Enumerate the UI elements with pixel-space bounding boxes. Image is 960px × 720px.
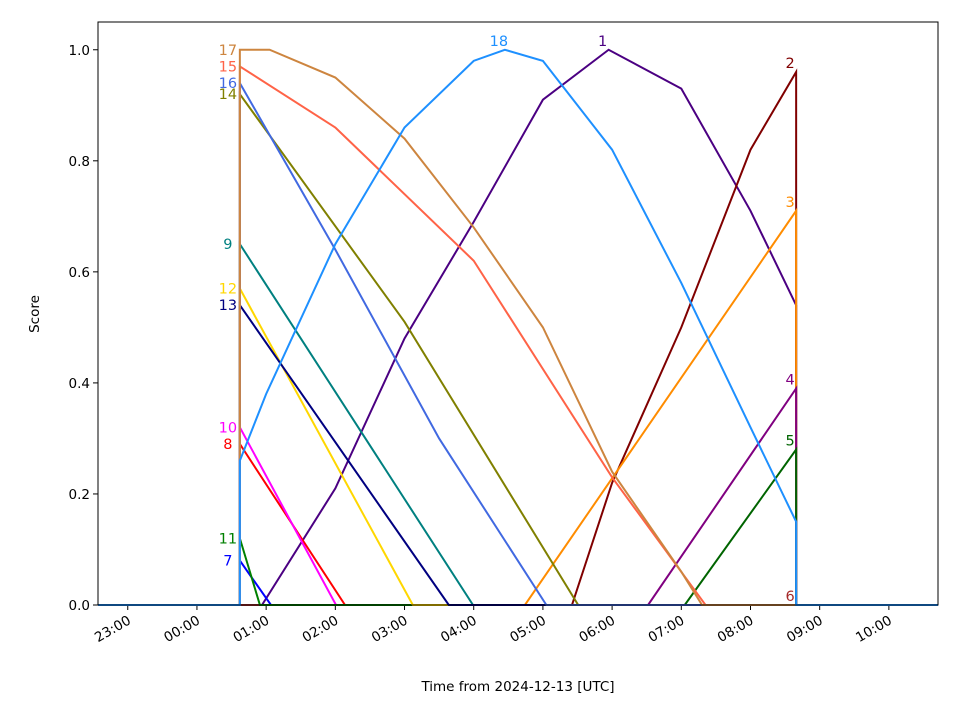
series-label: 14 bbox=[219, 87, 237, 103]
series-label: 1 bbox=[598, 34, 607, 50]
series-label: 3 bbox=[786, 195, 795, 211]
series-label: 4 bbox=[786, 372, 795, 388]
series-label: 16 bbox=[219, 76, 237, 92]
series-label: 13 bbox=[219, 298, 237, 314]
plot-frame bbox=[97, 21, 939, 606]
y-axis-label: Score bbox=[27, 295, 43, 333]
series-label: 12 bbox=[219, 282, 237, 298]
series-label: 5 bbox=[786, 434, 795, 450]
series-label: 8 bbox=[223, 437, 232, 453]
series-label: 18 bbox=[490, 34, 508, 50]
series-label: 17 bbox=[219, 43, 237, 59]
series-label: 6 bbox=[786, 589, 795, 605]
series-line bbox=[98, 48, 938, 606]
series-label: 11 bbox=[219, 531, 237, 547]
x-axis-label: Time from 2024-12-13 [UTC] bbox=[420, 679, 614, 695]
y-tick-label: 0.4 bbox=[69, 376, 90, 392]
y-tick-label: 0.8 bbox=[69, 154, 90, 170]
series-label: 2 bbox=[786, 56, 795, 72]
y-tick-label: 0.0 bbox=[69, 598, 90, 614]
y-tick-label: 0.6 bbox=[69, 265, 90, 281]
series-line bbox=[98, 48, 938, 606]
series-label: 15 bbox=[219, 59, 237, 75]
y-tick-label: 0.2 bbox=[69, 487, 90, 503]
series-label: 7 bbox=[223, 554, 232, 570]
y-tick-label: 1.0 bbox=[69, 43, 90, 59]
series-label: 9 bbox=[223, 237, 232, 253]
series-label: 10 bbox=[219, 420, 237, 436]
